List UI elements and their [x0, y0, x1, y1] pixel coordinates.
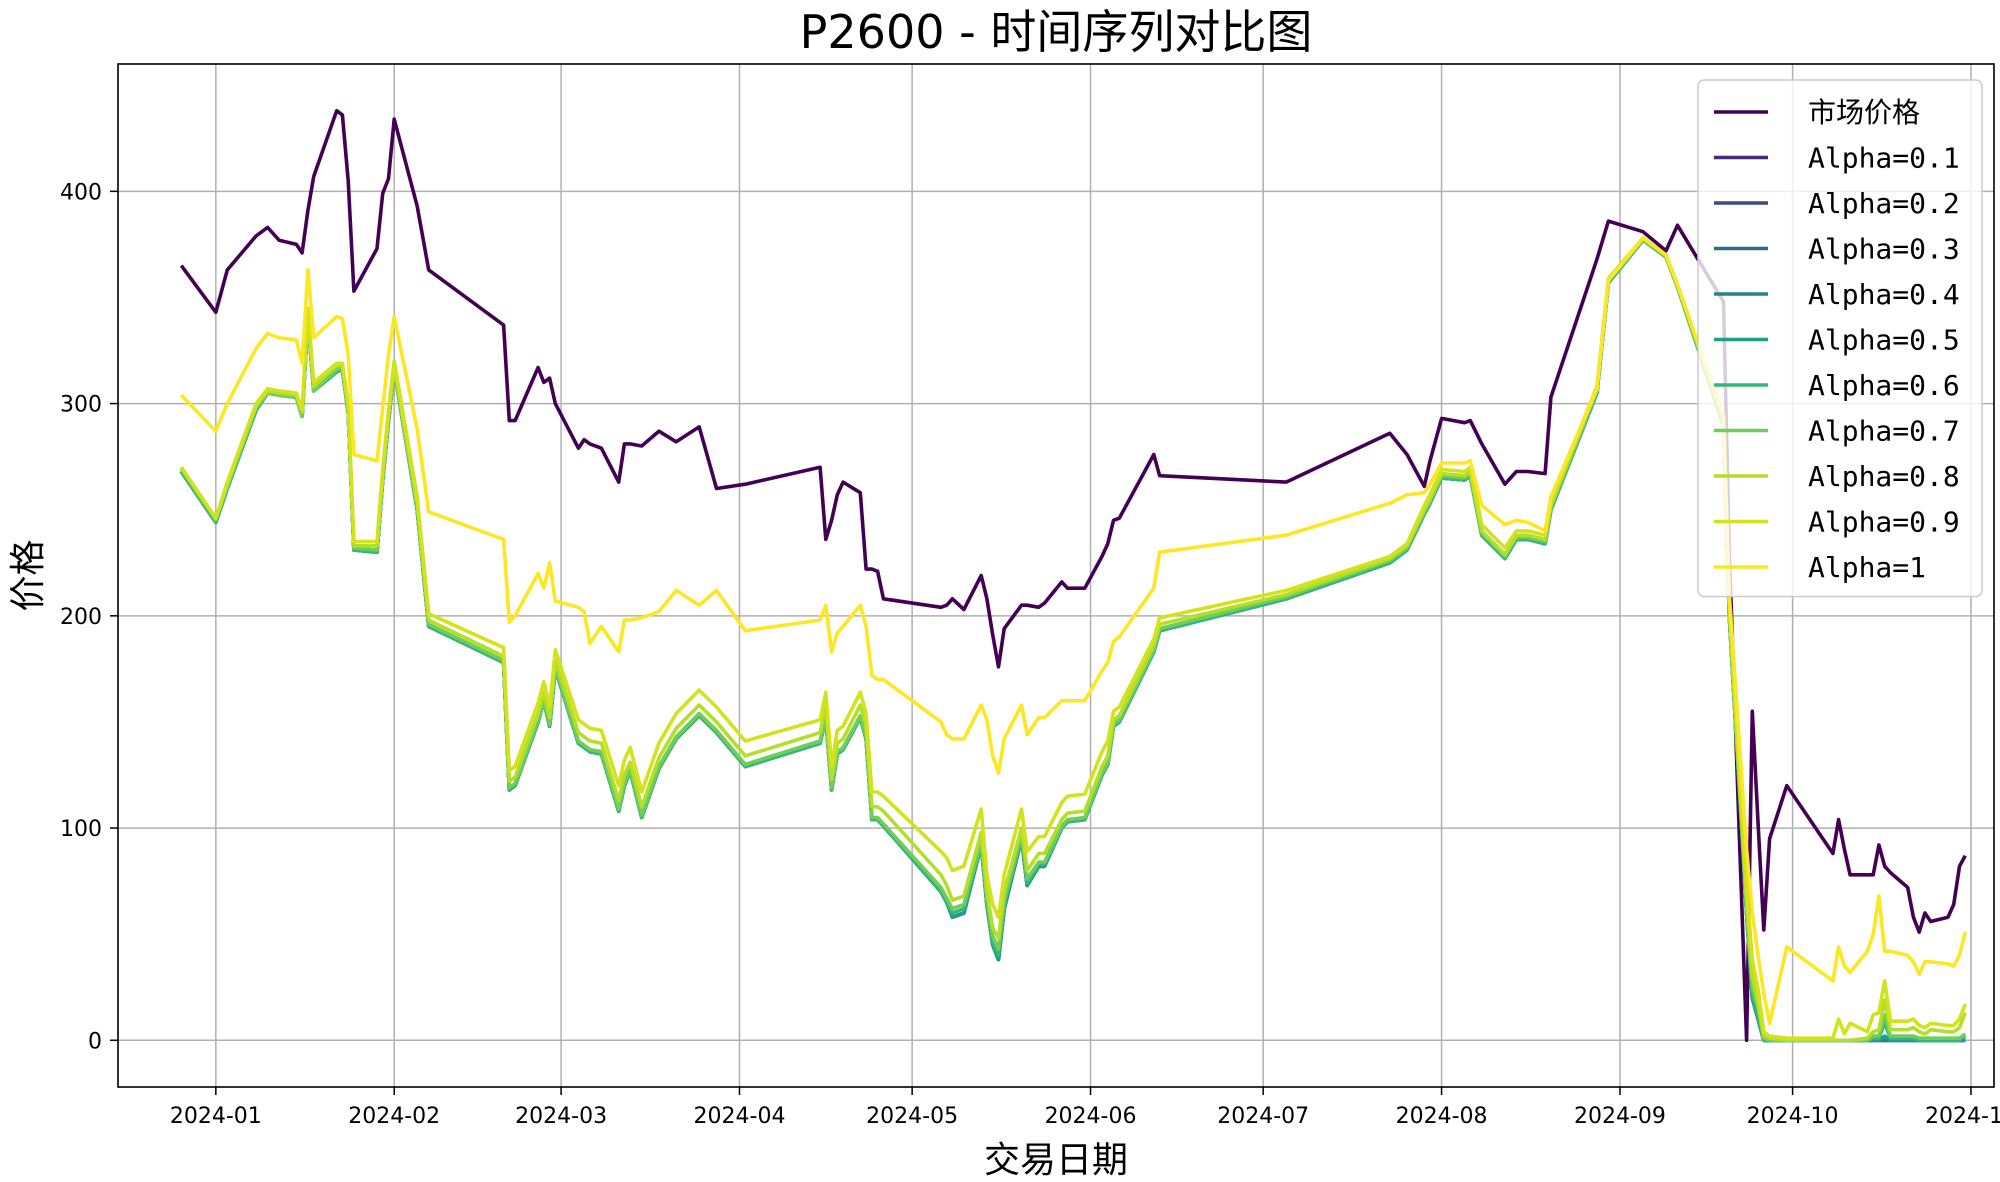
legend-box — [1697, 79, 1983, 598]
series-line-10 — [179, 236, 1967, 1026]
legend-label: Alpha=0.6 — [1808, 369, 1960, 402]
x-tick-label: 2024-02 — [348, 1104, 440, 1129]
legend-label: Alpha=0.9 — [1808, 506, 1960, 539]
legend-label: Alpha=0.8 — [1808, 460, 1960, 493]
x-tick-label: 2024-08 — [1396, 1104, 1488, 1129]
legend-label: 市场价格 — [1808, 96, 1920, 129]
y-tick-label: 300 — [60, 393, 102, 418]
x-tick-label: 2024-07 — [1217, 1104, 1309, 1129]
y-tick-label: 400 — [60, 180, 102, 205]
x-axis-title: 交易日期 — [984, 1140, 1128, 1181]
x-tick-label: 2024-04 — [694, 1104, 786, 1129]
x-tick-label: 2024-11 — [1925, 1104, 2000, 1129]
x-tick-label: 2024-10 — [1747, 1104, 1839, 1129]
legend-label: Alpha=0.5 — [1808, 324, 1960, 357]
legend-label: Alpha=0.3 — [1808, 233, 1960, 266]
legend-label: Alpha=0.4 — [1808, 278, 1960, 311]
series-line-8 — [179, 236, 1967, 1043]
series-line-0 — [179, 108, 1967, 1043]
x-tick-label: 2024-05 — [866, 1104, 958, 1129]
x-tick-label: 2024-01 — [170, 1104, 262, 1129]
series-layer — [179, 108, 1967, 1043]
plot-frame — [117, 63, 1995, 1088]
legend-label: Alpha=1 — [1808, 551, 1926, 584]
y-axis-title: 价格 — [8, 539, 49, 611]
legend-label: Alpha=0.7 — [1808, 415, 1960, 448]
y-tick-label: 0 — [88, 1029, 102, 1054]
series-line-9 — [179, 236, 1967, 1040]
y-tick-label: 200 — [60, 605, 102, 630]
legend-label: Alpha=0.1 — [1808, 142, 1960, 175]
legend-label: Alpha=0.2 — [1808, 187, 1960, 220]
x-tick-label: 2024-03 — [515, 1104, 607, 1129]
ticks-layer: 2024-01 2024-02 2024-03 2024-04 2024-05 2024-… — [60, 180, 2000, 1129]
chart-title: P2600 - 时间序列对比图 — [800, 5, 1313, 59]
x-tick-label: 2024-09 — [1574, 1104, 1666, 1129]
y-tick-label: 100 — [60, 817, 102, 842]
legend: 市场价格 Alpha=0.1 Alpha=0.2 Alpha=0.3 Alpha=0.4… — [1697, 79, 1983, 598]
x-tick-label: 2024-06 — [1045, 1104, 1137, 1129]
